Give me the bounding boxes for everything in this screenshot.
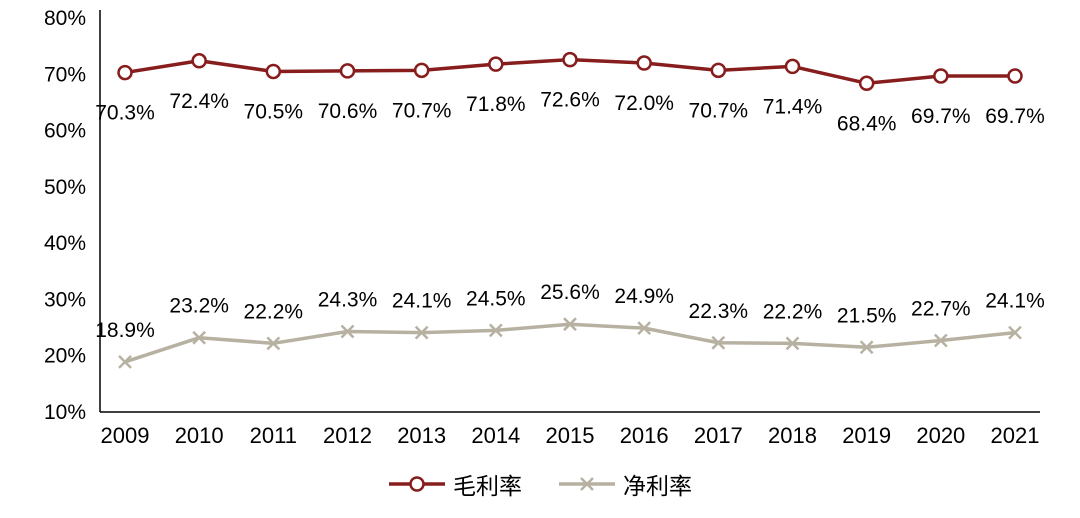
data-point-marker [710, 62, 727, 79]
y-axis-tick-label: 40% [44, 232, 86, 255]
data-point-marker [413, 62, 430, 79]
data-point-label: 70.3% [95, 102, 155, 125]
legend-label-gross-margin: 毛利率 [453, 473, 522, 499]
data-point-marker [117, 64, 133, 81]
data-point-marker [933, 68, 949, 84]
data-point-marker [711, 335, 726, 350]
y-axis-tick-label: 20% [44, 345, 86, 368]
data-point-label: 69.7% [911, 105, 971, 128]
data-point-label: 21.5% [837, 304, 897, 327]
data-point-label: 70.7% [392, 99, 452, 122]
x-axis-tick-label: 2010 [175, 423, 224, 448]
data-point-label: 72.4% [169, 90, 229, 113]
series-line [123, 322, 1017, 364]
legend-item-gross-margin: 毛利率 [388, 467, 522, 501]
data-point-marker [859, 340, 874, 355]
y-axis-tick-label: 80% [44, 7, 86, 30]
data-point-marker [637, 321, 652, 336]
x-axis-tick-label: 2019 [842, 423, 891, 448]
data-point-marker [488, 323, 503, 338]
data-point-marker [933, 333, 948, 348]
data-point-marker [265, 63, 282, 80]
y-axis-tick-label: 10% [44, 401, 86, 424]
x-axis-tick-label: 2011 [250, 423, 297, 448]
x-axis-tick-label: 2012 [323, 423, 372, 448]
x-axis-tick-label: 2021 [991, 423, 1040, 448]
data-point-label: 70.5% [244, 100, 304, 123]
x-axis-tick-label: 2014 [471, 423, 520, 448]
data-point-label: 22.7% [911, 298, 971, 321]
x-axis-tick-label: 2018 [768, 423, 817, 448]
data-point-label: 24.1% [985, 290, 1045, 313]
chart-legend: 毛利率 净利率 [0, 450, 1080, 518]
data-point-label: 71.8% [466, 93, 526, 116]
data-point-label: 71.4% [763, 95, 823, 118]
data-point-marker [563, 317, 577, 332]
x-axis-tick-label: 2009 [101, 423, 150, 448]
legend-item-net-margin: 净利率 [558, 467, 692, 501]
x-axis-tick-label: 2013 [397, 423, 446, 448]
y-axis-tick-label: 50% [44, 176, 86, 199]
data-point-marker [562, 51, 578, 68]
x-axis-tick-label: 2015 [546, 423, 595, 448]
data-point-marker [1007, 68, 1023, 84]
data-point-marker [191, 53, 207, 69]
x-axis-tick-label: 2020 [916, 423, 965, 448]
data-point-marker [785, 336, 800, 351]
data-point-label: 22.2% [763, 300, 823, 323]
net-margin-line-icon [559, 477, 615, 491]
data-point-marker [488, 56, 504, 72]
data-point-label: 24.5% [466, 287, 526, 310]
data-point-marker [636, 55, 652, 71]
data-point-label: 69.7% [985, 105, 1045, 128]
data-point-marker [340, 324, 355, 339]
data-point-marker [414, 325, 429, 340]
data-point-label: 70.6% [318, 100, 378, 123]
data-point-label: 24.3% [318, 289, 378, 312]
x-axis-tick-label: 2017 [694, 423, 743, 448]
data-point-label: 24.1% [392, 290, 452, 313]
data-point-marker [118, 355, 132, 369]
y-axis-tick-label: 30% [44, 288, 86, 311]
data-point-marker [339, 63, 356, 79]
data-point-marker [266, 336, 281, 351]
data-point-marker [784, 58, 801, 75]
y-axis-tick-label: 70% [44, 63, 86, 86]
x-axis-tick-label: 2016 [620, 423, 669, 448]
data-point-label: 22.2% [244, 300, 304, 323]
data-point-label: 25.6% [540, 281, 600, 304]
legend-label-net-margin: 净利率 [623, 473, 692, 499]
data-point-label: 68.4% [837, 112, 897, 135]
data-point-marker [858, 75, 875, 92]
data-point-label: 70.7% [689, 99, 749, 122]
data-point-label: 18.9% [95, 319, 155, 342]
data-point-label: 22.3% [689, 300, 749, 323]
data-point-marker [192, 330, 207, 345]
data-point-label: 24.9% [614, 285, 674, 308]
chart-plot-area: 10% 20% 30% 40% 50% 60% 70% 80% 2009 2010 2011 2012… [44, 7, 1045, 448]
data-point-marker [1008, 325, 1022, 340]
y-axis-tick-label: 60% [44, 120, 86, 143]
gross-margin-line-icon [389, 476, 445, 492]
data-point-label: 72.0% [614, 92, 674, 115]
data-point-label: 72.6% [540, 89, 600, 112]
data-point-label: 23.2% [169, 295, 229, 318]
